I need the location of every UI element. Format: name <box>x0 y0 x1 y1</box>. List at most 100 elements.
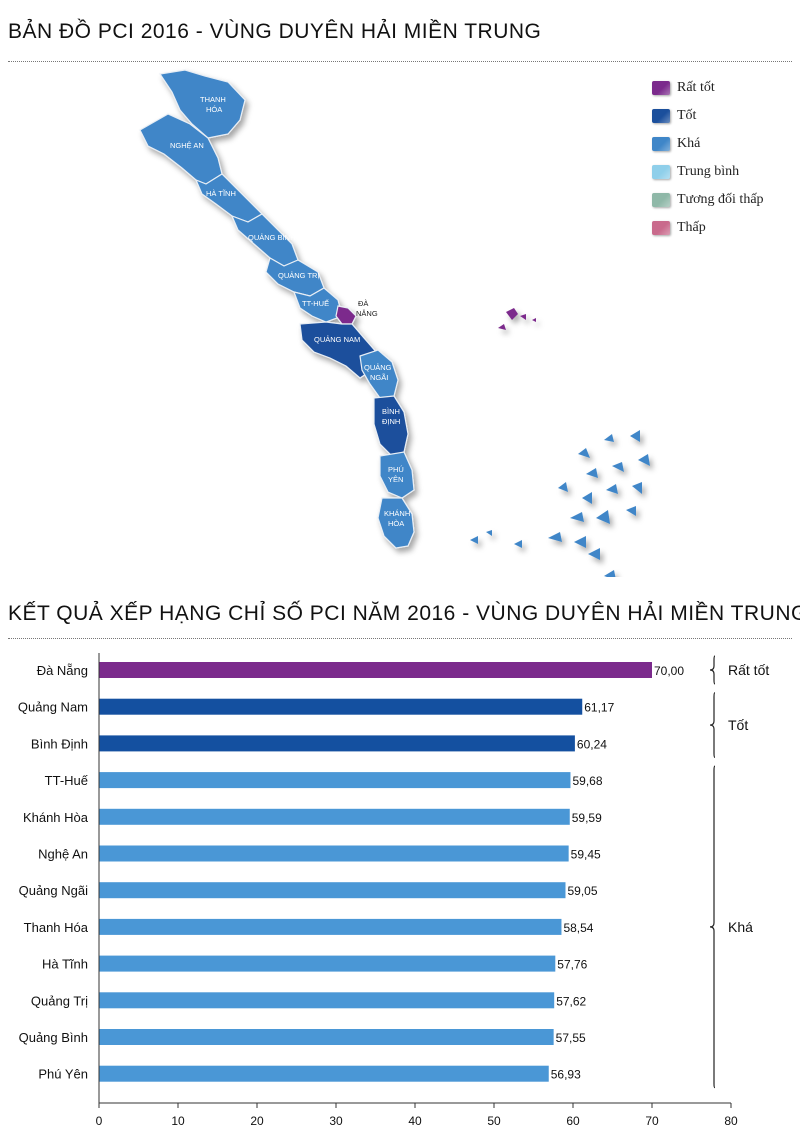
label-quang-binh: QUẢNG BÌNH <box>248 233 296 242</box>
legend-item-tot: Tốt <box>652 102 764 130</box>
category-label: Đà Nẵng <box>37 663 88 678</box>
label-phu-yen-1: PHÚ <box>388 465 404 474</box>
group-bracket <box>709 765 716 1089</box>
island <box>506 308 518 320</box>
island <box>532 318 536 322</box>
legend-item-kha: Khá <box>652 130 764 158</box>
value-label: 59,45 <box>571 848 601 862</box>
island <box>586 468 598 478</box>
value-label: 57,55 <box>556 1031 586 1045</box>
x-tick-label: 10 <box>171 1114 185 1128</box>
island <box>612 462 624 472</box>
value-label: 59,68 <box>572 774 602 788</box>
island <box>626 506 636 516</box>
island <box>520 314 526 320</box>
value-label: 57,76 <box>557 958 587 972</box>
bar <box>99 808 570 825</box>
province-da-nang[interactable] <box>335 305 357 325</box>
x-tick-label: 20 <box>250 1114 264 1128</box>
legend-label: Trung bình <box>677 164 740 179</box>
x-tick-label: 0 <box>96 1114 103 1128</box>
group-label: Tốt <box>728 717 748 733</box>
island <box>604 434 614 442</box>
label-khanh-hoa-1: KHÁNH <box>384 509 410 518</box>
legend-item-trung-binh: Trung bình <box>652 158 764 186</box>
province-labels: THANH HÓA NGHỆ AN HÀ TĨNH QUẢNG BÌNH QUẢ… <box>170 95 410 528</box>
legend-swatch <box>652 193 670 207</box>
category-label: Quảng Trị <box>31 993 88 1008</box>
category-label: Thanh Hóa <box>24 920 89 935</box>
province-khanh-hoa[interactable] <box>377 497 415 549</box>
value-label: 58,54 <box>563 921 593 935</box>
legend-item-thap: Thấp <box>652 214 764 242</box>
value-label: 57,62 <box>556 994 586 1008</box>
island <box>514 540 522 548</box>
chart-title-divider <box>8 638 792 639</box>
label-khanh-hoa-2: HÒA <box>388 519 404 528</box>
bar <box>99 882 566 899</box>
legend-label: Rất tốt <box>677 80 715 95</box>
bar <box>99 955 556 972</box>
bar <box>99 845 569 862</box>
category-label: Quảng Nam <box>18 700 88 715</box>
island <box>578 448 590 458</box>
label-binh-dinh-2: ĐỊNH <box>382 417 400 426</box>
category-label: Bình Định <box>31 736 88 751</box>
x-tick-label: 40 <box>408 1114 422 1128</box>
label-thanh-hoa-1: THANH <box>200 95 226 104</box>
legend-label: Tương đối thấp <box>677 192 764 207</box>
bar <box>99 918 562 935</box>
legend-item-rat-tot: Rất tốt <box>652 74 764 102</box>
legend-label: Tốt <box>677 108 697 123</box>
label-quang-nam: QUẢNG NAM <box>314 335 360 344</box>
chart-title: KẾT QUẢ XẾP HẠNG CHỈ SỐ PCI NĂM 2016 - V… <box>8 602 800 625</box>
legend-swatch <box>652 81 670 95</box>
island <box>632 482 642 494</box>
label-quang-tri: QUẢNG TRỊ <box>278 271 320 280</box>
label-nghe-an: NGHỆ AN <box>170 141 204 150</box>
x-tick-label: 60 <box>566 1114 580 1128</box>
label-tt-hue: TT-HUẾ <box>302 298 329 308</box>
island <box>604 570 616 577</box>
island <box>596 510 610 524</box>
legend-swatch <box>652 165 670 179</box>
islands <box>470 308 650 577</box>
island <box>582 492 592 504</box>
label-quang-ngai-2: NGÃI <box>370 373 388 382</box>
group-label: Khá <box>728 919 753 935</box>
island <box>630 430 640 442</box>
province-thanh-hoa[interactable] <box>158 69 246 139</box>
label-da-nang-2: NẴNG <box>356 309 378 318</box>
pci-map: THANH HÓA NGHỆ AN HÀ TĨNH QUẢNG BÌNH QUẢ… <box>139 69 650 577</box>
x-tick-label: 70 <box>645 1114 659 1128</box>
island <box>570 512 584 522</box>
category-label: Quảng Bình <box>19 1030 88 1045</box>
bar <box>99 1065 549 1082</box>
legend-item-tuong-doi-thap: Tương đối thấp <box>652 186 764 214</box>
legend-swatch <box>652 109 670 123</box>
legend-label: Khá <box>677 136 701 151</box>
value-label: 59,59 <box>572 811 602 825</box>
bar <box>99 662 652 678</box>
group-bracket <box>709 692 716 758</box>
bar <box>99 735 575 752</box>
label-thanh-hoa-2: HÓA <box>206 105 222 114</box>
map-legend: Rất tốt Tốt Khá Trung bình Tương đối thấ… <box>652 74 764 242</box>
island <box>574 536 586 548</box>
category-label: Khánh Hòa <box>23 810 89 825</box>
value-label: 59,05 <box>567 884 597 898</box>
label-binh-dinh-1: BÌNH <box>382 407 400 416</box>
island <box>470 536 478 544</box>
value-label: 60,24 <box>577 737 607 751</box>
value-label: 56,93 <box>551 1068 581 1082</box>
category-label: Hà Tĩnh <box>42 957 88 972</box>
bar <box>99 992 555 1009</box>
map-title: BẢN ĐỒ PCI 2016 - VÙNG DUYÊN HẢI MIỀN TR… <box>8 20 542 43</box>
pci-bar-chart: Đà Nẵng 70,00 Quảng Nam 61,17 Bình Định 60,24… <box>18 653 769 1128</box>
province-binh-dinh[interactable] <box>373 395 409 457</box>
province-phu-yen[interactable] <box>379 451 415 499</box>
group-bracket <box>709 655 716 685</box>
x-tick-label: 80 <box>724 1114 738 1128</box>
label-phu-yen-2: YÊN <box>388 475 403 484</box>
category-label: Nghệ An <box>38 847 88 862</box>
